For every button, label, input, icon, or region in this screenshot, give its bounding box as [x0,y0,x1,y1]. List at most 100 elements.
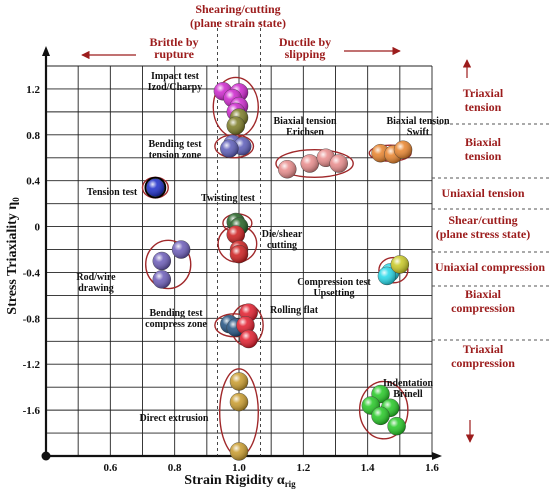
x-axis-title: Strain Rigidity αrig [184,473,296,489]
annotation-label-line: Upsetting [313,288,354,299]
x-tick-label: 1.6 [425,462,439,474]
region-label-line: Uniaxial compression [435,260,545,274]
region-label-line: compression [451,356,515,370]
data-point-shade [371,406,390,425]
top-label-brittle: Brittle by rupture [150,35,199,61]
data-point-shade [230,245,248,264]
annotation-label-line: Indentation [383,378,433,389]
data-point-shade [387,417,406,436]
top-label-shear: Shearing/cutting (plane strain state) [190,2,286,30]
annotation-label: Rolling flat [270,305,319,316]
y-tick-label: -1.2 [23,359,41,371]
data-point-shade [152,270,171,289]
x-tick-label: 0.6 [103,462,117,474]
y-tick-label: -1.6 [23,405,41,417]
annotation-label: Biaxial tension Erichsen [273,116,337,138]
data-point-shade [152,252,171,270]
data-point-shade [220,139,239,158]
top-region-labels: Shearing/cutting (plane strain state) Brit… [81,2,401,61]
top-label-ductile-line: slipping [285,47,326,61]
annotation-label: Biaxial tension Swift [386,116,450,138]
data-point-shade [230,393,248,412]
group-ellipses [141,76,412,457]
annotation-label: Impact test Izod/Charpy [148,71,202,93]
group-ellipse [145,239,192,290]
annotation-label-line: Swift [407,127,430,138]
annotation-label-line: Erichsen [286,127,324,138]
annotation-label-line: Compression test [297,277,371,288]
region-label: Uniaxial tension [441,186,524,200]
region-label: Triaxial tension [463,86,504,114]
top-label-brittle-line: rupture [154,47,194,61]
y-tick-label: -0.4 [23,267,41,279]
annotation-label-line: compress zone [145,319,207,330]
group-ellipse [214,134,255,159]
region-label-line: compression [451,301,515,315]
data-point-shade [236,316,255,335]
region-label: Biaxial compression [451,287,515,315]
group-ellipse [378,256,409,284]
annotation-label-line: cutting [267,240,297,251]
data-point-shade [146,178,165,197]
data-point-shade [172,240,191,259]
annotation-label-line: Direct extrusion [140,413,209,424]
annotation-label: Die/shear cutting [262,229,303,251]
data-point-shade [239,330,258,348]
y-tick-label: 0.4 [26,176,40,188]
annotation-label-line: Biaxial tension [273,116,337,127]
data-points [144,82,413,461]
annotation-label: Twisting test [201,193,256,204]
region-label-line: (plane stress state) [436,227,530,241]
x-tick-label: 0.8 [168,462,182,474]
annotation-label: Rod/wire drawing [76,272,116,294]
annotation-label: Bending test tension zone [148,139,202,161]
data-point-shade [230,442,248,461]
region-label-line: Uniaxial tension [441,186,524,200]
tick-labels: 0.6 0.8 1.0 1.2 1.4 1.6 1.2 0.8 0.4 0 -0.4 -0.8 -1.2… [23,84,440,474]
x-tick-label: 1.4 [361,462,375,474]
data-point-shade [230,372,248,391]
y-tick-label: 1.2 [26,84,40,96]
data-point-shade [377,266,396,285]
data-point-shade [278,160,297,179]
data-point-shade [394,140,413,159]
annotation-label: Indentation Brinell [383,378,433,400]
y-axis-arrow [42,46,50,56]
axis-origin-dot [41,451,51,461]
data-point-shade [226,116,245,135]
y-tick-label: 0.8 [26,130,40,142]
annotation-label-line: Rod/wire [76,272,116,283]
top-label-ductile: Ductile by slipping [279,35,331,61]
region-label-line: Triaxial [463,342,504,356]
top-label-brittle-line: Brittle by [150,35,199,49]
region-label-line: tension [465,149,502,163]
top-label-shear-line: (plane strain state) [190,16,286,30]
data-point-shade [226,225,245,244]
group-ellipse [275,149,354,178]
annotation-label: Compression test Upsetting [297,277,371,299]
region-label-line: Shear/cutting [448,213,517,227]
y-axis-title: Stress Triaxiality η0 [5,197,21,315]
annotation-label-line: Bending test [149,308,203,319]
region-label: Triaxial compression [451,342,515,370]
annotation-label-line: Die/shear [262,229,303,240]
annotation-label-line: Brinell [393,389,423,400]
region-label-line: Triaxial [463,86,504,100]
data-point-shade [390,255,409,274]
annotation-label-line: drawing [78,283,114,294]
region-label: Uniaxial compression [435,260,545,274]
annotation-label-line: Biaxial tension [386,116,450,127]
annotation-label: Bending test compress zone [145,308,207,330]
annotation-label: Direct extrusion [140,413,209,424]
top-label-ductile-line: Ductile by [279,35,331,49]
region-label-line: Biaxial [465,287,502,301]
y-tick-label: 0 [35,222,41,234]
region-label: Biaxial tension [465,135,502,163]
data-point-shade [329,154,348,173]
annotation-label-line: Impact test [151,71,200,82]
annotation-label-line: Rolling flat [270,305,319,316]
annotations: Impact test Izod/Charpy Bending test tensio… [76,71,450,424]
region-label-line: tension [465,100,502,114]
annotation-label-line: Izod/Charpy [148,82,202,93]
